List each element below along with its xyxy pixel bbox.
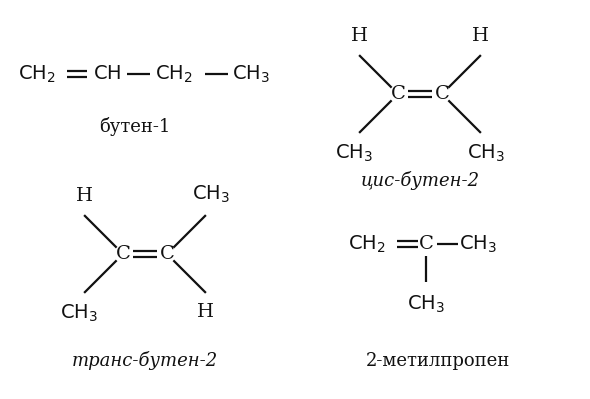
Text: C: C (418, 235, 434, 253)
Text: C: C (159, 245, 175, 263)
Text: $\mathrm{CH_3}$: $\mathrm{CH_3}$ (60, 303, 98, 324)
Text: C: C (435, 85, 450, 103)
Text: $\mathrm{CH_2}$: $\mathrm{CH_2}$ (348, 233, 386, 255)
Text: C: C (391, 85, 405, 103)
Text: $\mathrm{CH_3}$: $\mathrm{CH_3}$ (232, 63, 270, 85)
Text: $\mathrm{CH_3}$: $\mathrm{CH_3}$ (459, 233, 497, 255)
Text: $\mathrm{CH_3}$: $\mathrm{CH_3}$ (335, 143, 373, 164)
Text: H: H (473, 27, 489, 45)
Text: бутен-1: бутен-1 (99, 117, 171, 136)
Text: $\mathrm{CH}$: $\mathrm{CH}$ (93, 65, 121, 83)
Text: H: H (76, 187, 93, 205)
Text: $\mathrm{CH_2}$: $\mathrm{CH_2}$ (18, 63, 55, 85)
Text: H: H (350, 27, 368, 45)
Text: $\mathrm{CH_3}$: $\mathrm{CH_3}$ (467, 143, 505, 164)
Text: $\mathrm{CH_3}$: $\mathrm{CH_3}$ (192, 184, 230, 205)
Text: 2-метилпропен: 2-метилпропен (366, 352, 510, 370)
Text: $\mathrm{CH_3}$: $\mathrm{CH_3}$ (407, 294, 445, 315)
Text: цис-бутен-2: цис-бутен-2 (360, 172, 480, 190)
Text: C: C (116, 245, 130, 263)
Text: H: H (198, 303, 214, 321)
Text: транс-бутен-2: транс-бутен-2 (72, 352, 218, 371)
Text: $\mathrm{CH_2}$: $\mathrm{CH_2}$ (155, 63, 193, 85)
